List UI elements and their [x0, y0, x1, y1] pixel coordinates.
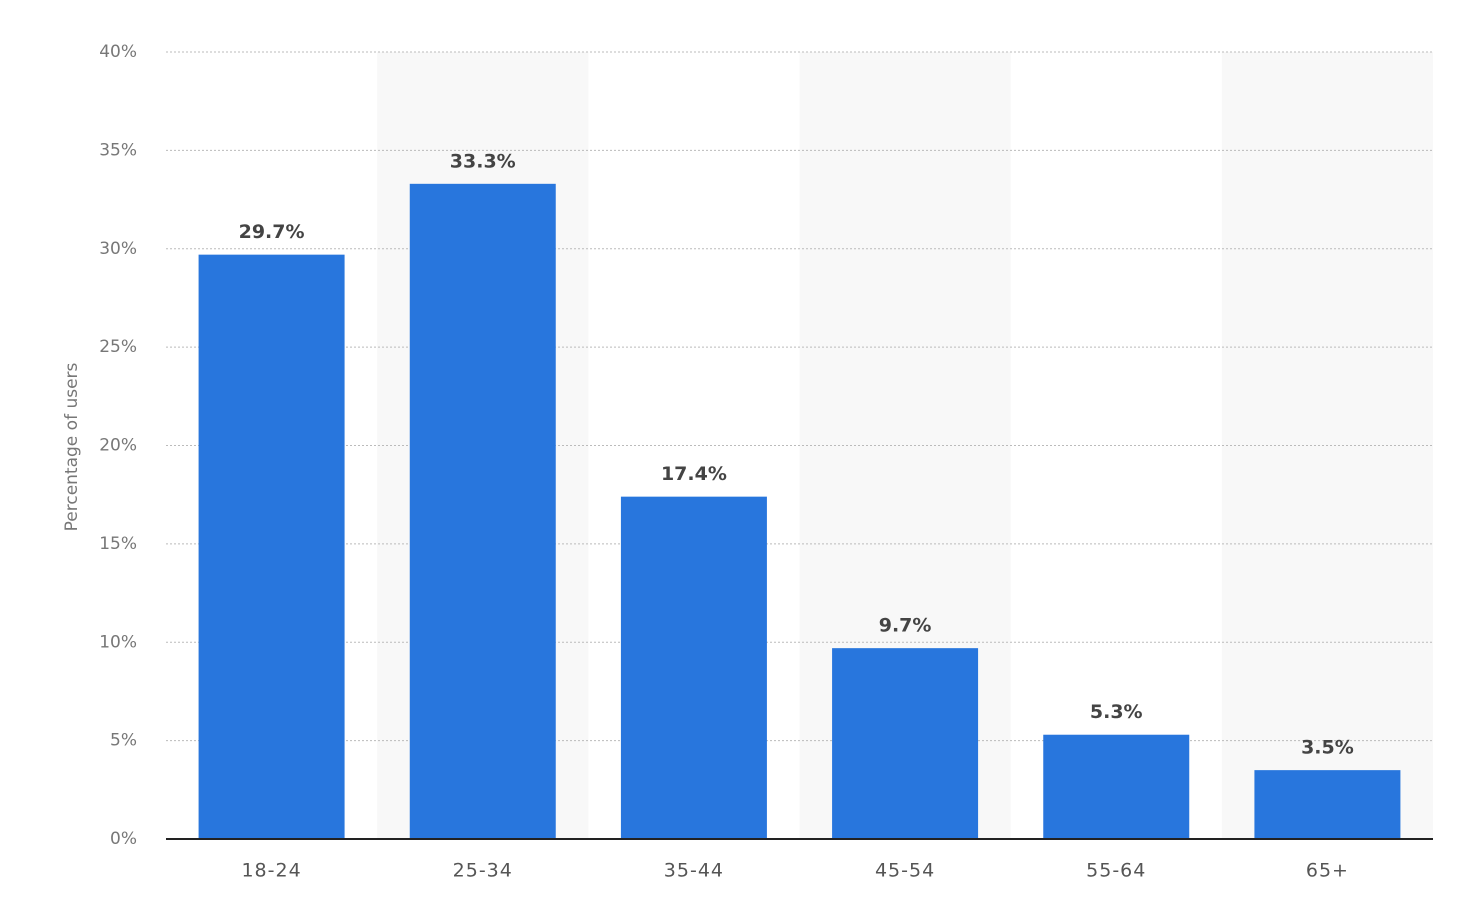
bar	[1043, 734, 1190, 839]
bar	[198, 254, 345, 840]
x-tick-label: 25-34	[453, 860, 513, 882]
y-tick-label: 30%	[99, 239, 137, 259]
bar	[832, 648, 979, 839]
y-tick-label: 20%	[99, 436, 137, 456]
x-tick-label: 35-44	[664, 860, 724, 882]
y-axis-label: Percentage of users	[62, 362, 82, 531]
y-tick-label: 15%	[99, 534, 137, 554]
y-tick-label: 40%	[99, 42, 137, 62]
value-label: 17.4%	[661, 463, 727, 485]
bar	[409, 183, 556, 839]
y-tick-label: 25%	[99, 337, 137, 357]
x-tick-label: 18-24	[241, 860, 301, 882]
value-label: 33.3%	[450, 150, 516, 172]
y-tick-label: 5%	[110, 731, 137, 751]
bar	[1254, 770, 1401, 839]
y-tick-label: 10%	[99, 632, 137, 652]
x-tick-label: 65+	[1306, 860, 1349, 882]
bar	[620, 496, 767, 839]
value-label: 5.3%	[1090, 701, 1143, 723]
y-tick-label: 35%	[99, 140, 137, 160]
value-label: 9.7%	[879, 615, 932, 637]
value-label: 29.7%	[239, 221, 305, 243]
value-label: 3.5%	[1301, 737, 1354, 759]
x-tick-label: 45-54	[875, 860, 935, 882]
y-tick-label: 0%	[110, 829, 137, 849]
x-tick-label: 55-64	[1086, 860, 1146, 882]
